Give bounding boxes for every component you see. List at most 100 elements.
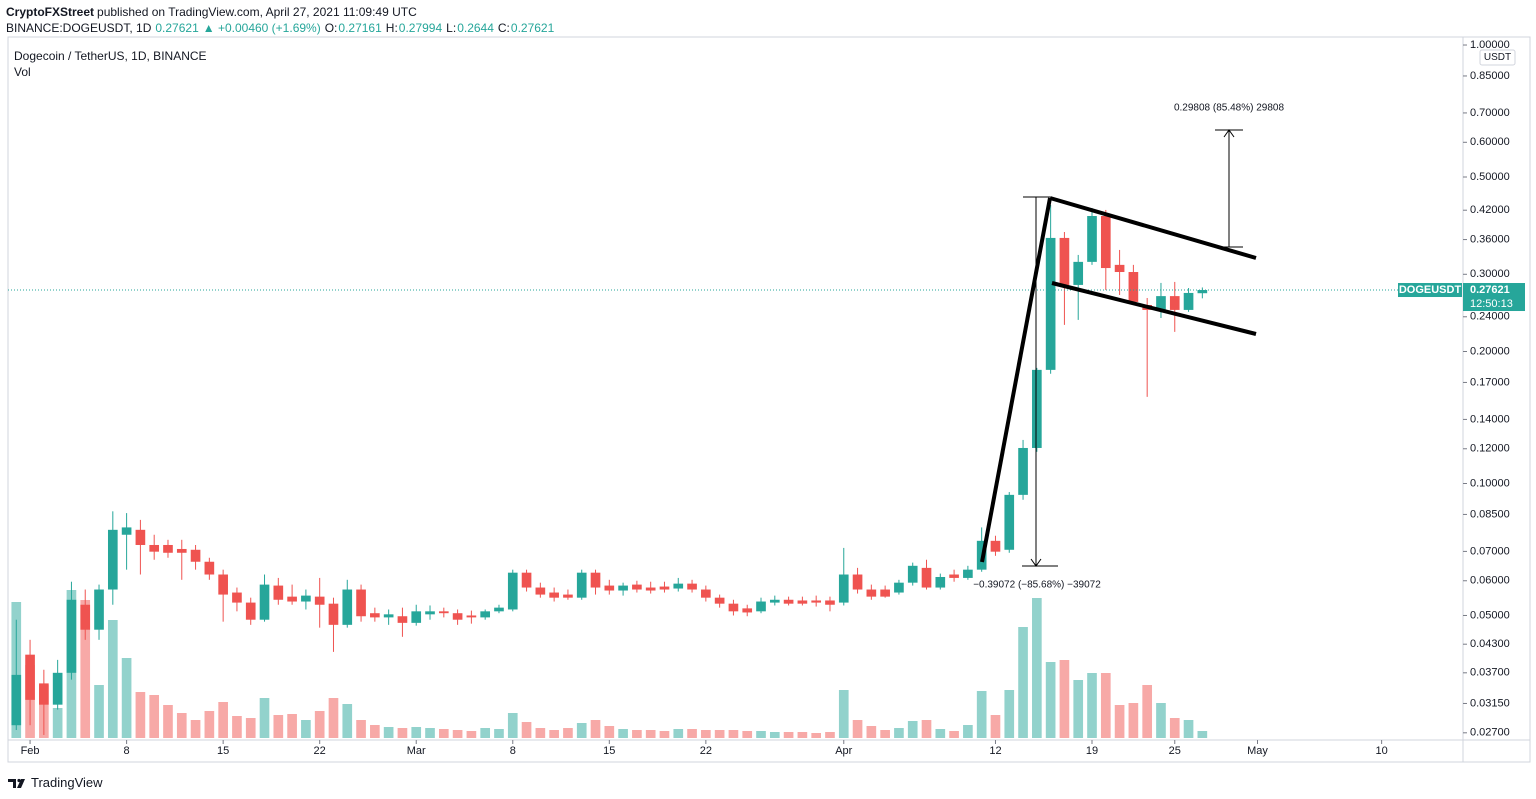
candle-body [507, 572, 518, 610]
candle-body [107, 529, 118, 590]
volume-bar [328, 698, 339, 738]
volume-bar [990, 715, 1001, 738]
candle-body [866, 589, 877, 597]
candle-body [563, 594, 573, 598]
candle-body [1114, 264, 1125, 273]
candle-body [852, 574, 863, 590]
volume-bar [549, 730, 559, 738]
volume-bar [687, 729, 697, 738]
volume-bar [370, 725, 380, 738]
candle-body [632, 584, 642, 590]
y-tick-label: 0.12000 [1470, 443, 1510, 455]
candle-body [521, 572, 532, 588]
y-tick-label: 0.03150 [1470, 697, 1510, 709]
volume-bar [1018, 627, 1028, 738]
candle-body [742, 608, 753, 613]
candle-body [1197, 290, 1208, 294]
x-tick-label: May [1247, 745, 1268, 757]
volume-bar [1100, 673, 1111, 738]
volume-bar [852, 720, 863, 738]
y-tick-label: 0.85000 [1470, 70, 1510, 82]
volume-bar [425, 728, 435, 738]
volume-bar [701, 730, 711, 738]
candle-body [25, 654, 35, 700]
candle-body [756, 601, 766, 612]
candle-body [452, 613, 463, 620]
y-tick-label: 0.24000 [1470, 311, 1510, 323]
volume-bar [825, 732, 835, 738]
candle-body [1059, 237, 1070, 285]
candle-body [1004, 494, 1015, 550]
volume-bar [576, 723, 587, 738]
volume-bar [976, 691, 987, 738]
candle-body [466, 615, 477, 618]
y-tick-label: 0.14000 [1470, 413, 1510, 425]
volume-bar [383, 727, 394, 738]
volume-bar [218, 702, 228, 738]
x-tick-label: 15 [603, 745, 615, 757]
volume-bar [259, 698, 270, 738]
candle-body [687, 583, 697, 590]
candle-body [80, 604, 91, 630]
y-tick-label: 0.06000 [1470, 575, 1510, 587]
volume-bar [52, 708, 63, 738]
candle-body [880, 589, 890, 597]
x-tick-label: 22 [314, 745, 326, 757]
candle-body [673, 583, 684, 589]
candle-body [11, 674, 22, 726]
price-tag-text: 0.27621 [1470, 284, 1510, 296]
volume-label: Vol [14, 65, 31, 79]
candle-body [1128, 272, 1139, 302]
y-tick-label: 0.05000 [1470, 609, 1510, 621]
brand: TradingView [31, 775, 103, 790]
volume-bar [769, 732, 780, 738]
volume-bar [590, 720, 601, 738]
candle-body [949, 574, 959, 578]
symbol-line: BINANCE:DOGEUSDT, 1D 0.27621 ▲ +0.00460 (+… [6, 21, 558, 35]
y-tick-label: 0.08500 [1470, 508, 1510, 520]
volume-bar [645, 730, 656, 738]
countdown: 12:50:13 [1470, 298, 1513, 310]
volume-bar [1032, 598, 1042, 738]
y-tick-label: 0.70000 [1470, 107, 1510, 119]
volume-bar [1045, 662, 1056, 738]
measure-arrow [1030, 558, 1042, 567]
candle-body [811, 600, 822, 603]
series-layer [8, 205, 1463, 738]
volume-bar [466, 731, 477, 738]
candle-body [494, 607, 504, 612]
candle-body [714, 597, 725, 604]
candle-body [1183, 292, 1194, 310]
volume-bar [94, 685, 104, 738]
volume-bar [811, 733, 822, 738]
ohlc-label: C: [497, 21, 510, 35]
y-tick-label: 0.07000 [1470, 545, 1510, 557]
drawings [980, 129, 1257, 567]
volume-bar [397, 728, 408, 738]
x-tick-label: Feb [21, 745, 40, 757]
symbol-tag-text: DOGEUSDT [1399, 284, 1462, 296]
volume-bar [1004, 690, 1015, 738]
candle-body [383, 614, 394, 618]
volume-bar [880, 730, 890, 738]
volume-bar [1114, 705, 1125, 738]
y-tick-label: 0.02700 [1470, 727, 1510, 739]
candle-body [356, 589, 366, 617]
volume-bar [535, 728, 546, 738]
y-tick-label: 0.50000 [1470, 171, 1510, 183]
candle-body [1032, 369, 1042, 448]
volume-bar [797, 732, 808, 738]
candle-body [149, 544, 160, 552]
chart-title: Dogecoin / TetherUS, 1D, BINANCE [14, 49, 207, 63]
x-tick-label: 19 [1086, 745, 1098, 757]
pole-annotation: −0.39072 (−85.68%) −39072 [973, 580, 1101, 591]
volume-bar [1183, 720, 1194, 738]
candle-body [797, 600, 808, 604]
volume-bar [342, 704, 353, 738]
candle-body [1087, 216, 1097, 262]
volume-bar [907, 721, 918, 738]
volume-bar [949, 731, 959, 738]
candle-body [728, 603, 739, 612]
x-tick-label: 12 [989, 745, 1001, 757]
